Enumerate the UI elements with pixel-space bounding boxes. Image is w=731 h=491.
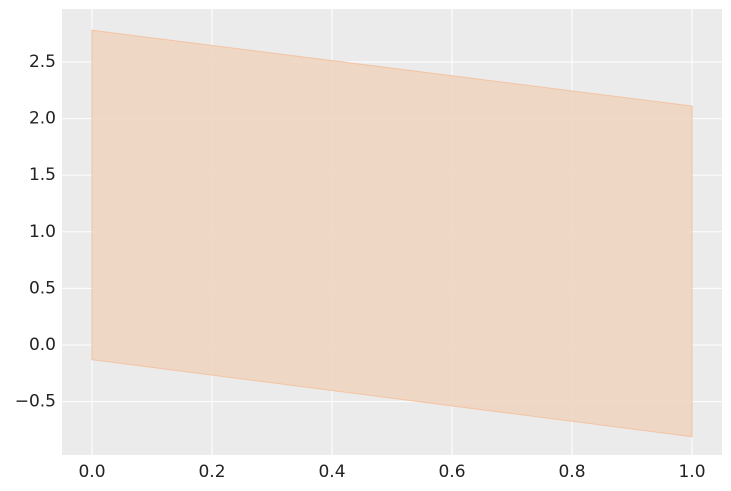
y-tick-label: 2.5 xyxy=(29,52,56,72)
x-tick-label: 0.2 xyxy=(198,462,225,482)
y-tick-label: 1.5 xyxy=(29,165,56,185)
y-tick-label: −0.5 xyxy=(15,392,56,412)
x-tick-label: 0.0 xyxy=(78,462,105,482)
y-tick-label: 0.5 xyxy=(29,278,56,298)
x-tick-label: 0.8 xyxy=(558,462,585,482)
y-tick-label: 2.0 xyxy=(29,109,56,129)
x-tick-label: 1.0 xyxy=(678,462,705,482)
x-tick-label: 0.6 xyxy=(438,462,465,482)
y-tick-label: 0.0 xyxy=(29,335,56,355)
y-tick-label: 1.0 xyxy=(29,222,56,242)
band-area xyxy=(91,29,693,438)
x-tick-label: 0.4 xyxy=(318,462,345,482)
